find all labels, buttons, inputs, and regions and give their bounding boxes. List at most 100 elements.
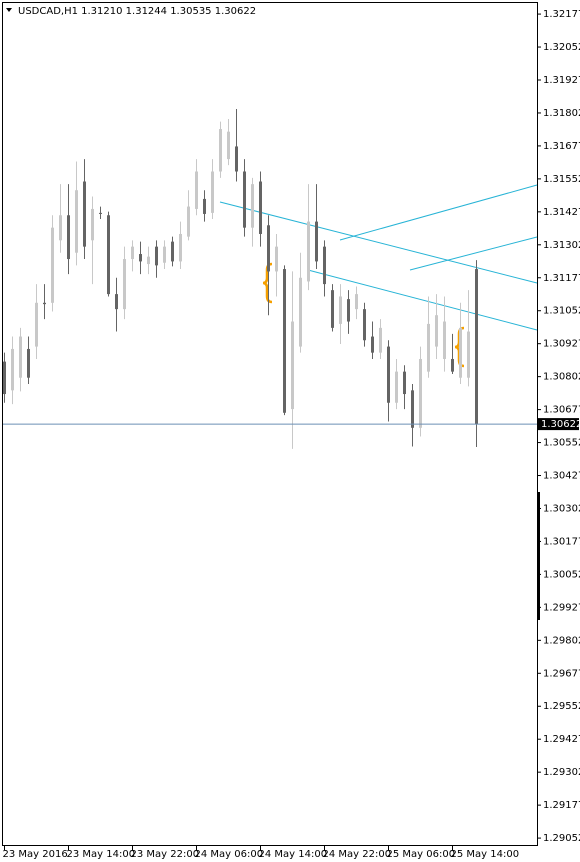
candle-body <box>107 215 110 295</box>
y-tick-label: 1.30677 <box>543 405 580 416</box>
candle-body <box>43 302 46 305</box>
candle-body <box>35 302 38 347</box>
y-tick-label: 1.29427 <box>543 734 580 745</box>
candle-body <box>379 327 382 353</box>
last-price-box <box>538 418 579 431</box>
x-tick-label: 25 May 06:00 <box>387 849 456 860</box>
y-tick-label: 1.32052 <box>543 42 580 53</box>
y-tick-label: 1.30427 <box>543 471 580 482</box>
candle-body <box>443 321 446 359</box>
candle-body <box>307 221 310 282</box>
candle-body <box>155 246 158 266</box>
candle-body <box>363 309 366 341</box>
candle-body <box>371 336 374 353</box>
y-tick-label: 1.29552 <box>543 701 580 712</box>
candle-body <box>187 206 190 237</box>
y-tick-label: 1.30552 <box>543 438 580 449</box>
candle-body <box>171 241 174 262</box>
candle-body <box>3 361 6 395</box>
candle-body <box>467 331 470 378</box>
candle-body <box>403 371 406 395</box>
candle-body <box>435 315 438 347</box>
y-tick-label: 1.29802 <box>543 635 580 646</box>
candle-body <box>451 358 454 372</box>
candle-body <box>331 290 334 328</box>
y-tick-label: 1.31802 <box>543 108 580 119</box>
y-tick-label: 1.31677 <box>543 141 580 152</box>
candle-body <box>427 323 430 372</box>
trend-line <box>339 184 538 241</box>
last-price-label: 1.30622 <box>541 419 580 430</box>
x-tick-label: 23 May 2016 <box>3 849 68 860</box>
trend-line <box>307 269 538 331</box>
candle-body <box>91 208 94 241</box>
candle-body <box>19 336 22 378</box>
y-tick-label: 1.29302 <box>543 767 580 778</box>
menu-triangle <box>6 8 12 12</box>
candle-body <box>251 184 254 228</box>
candle-body <box>227 131 230 160</box>
x-tick-label: 23 May 22:00 <box>131 849 200 860</box>
candle-body <box>115 294 118 310</box>
candle-body <box>243 171 246 228</box>
y-tick-label: 1.30052 <box>543 569 580 580</box>
candle-body <box>139 254 142 262</box>
candle-body <box>51 227 54 303</box>
y-tick-label: 1.30177 <box>543 536 580 547</box>
axis-marker <box>537 492 540 620</box>
trend-line <box>409 236 538 271</box>
y-tick-label: 1.29677 <box>543 668 580 679</box>
candle-body <box>75 190 78 253</box>
x-tick-label: 23 May 14:00 <box>67 849 136 860</box>
candle-body <box>267 225 270 272</box>
candle-body <box>11 348 14 391</box>
y-tick-label: 1.31177 <box>543 273 580 284</box>
y-tick-label: 1.31052 <box>543 306 580 317</box>
y-tick-label: 1.31427 <box>543 207 580 218</box>
candle-body <box>99 212 102 214</box>
trend-lines <box>219 184 538 331</box>
candle-body <box>179 233 182 262</box>
candle-body <box>315 221 318 262</box>
candle-body <box>299 277 302 347</box>
candle-body <box>59 215 62 241</box>
candle-body <box>163 246 166 263</box>
y-tick-label: 1.31927 <box>543 75 580 86</box>
candle-body <box>395 371 398 403</box>
candle-body <box>291 321 294 410</box>
trend-line <box>219 201 538 284</box>
candle-body <box>235 146 238 172</box>
x-tick-label: 24 May 06:00 <box>195 849 264 860</box>
candle-body <box>419 358 422 428</box>
candle-body <box>27 348 30 378</box>
y-tick-label: 1.29927 <box>543 602 580 613</box>
x-tick-label: 24 May 14:00 <box>259 849 328 860</box>
candle-body <box>131 246 134 260</box>
x-tick-label: 25 May 14:00 <box>451 849 520 860</box>
candle-body <box>275 246 278 272</box>
candle-body <box>323 246 326 285</box>
candle-body <box>411 390 414 428</box>
chart-title: USDCAD,H1 1.31210 1.31244 1.30535 1.3062… <box>18 6 256 17</box>
candle-body <box>219 129 222 172</box>
y-tick-label: 1.29177 <box>543 800 580 811</box>
candle-body <box>347 299 350 322</box>
candle-body <box>355 294 358 310</box>
candle-body <box>83 181 86 247</box>
candle-body <box>387 346 390 403</box>
y-tick-label: 1.32177 <box>543 9 580 20</box>
candle-body <box>339 296 342 324</box>
candle-body <box>259 181 262 234</box>
y-tick-label: 1.31552 <box>543 174 580 185</box>
y-tick-label: 1.31302 <box>543 240 580 251</box>
candle-body <box>147 256 150 265</box>
candle-body <box>67 215 70 260</box>
candle-body <box>283 269 286 413</box>
candle-body <box>459 327 462 378</box>
candle-body <box>195 171 198 209</box>
x-tick-label: 24 May 22:00 <box>323 849 392 860</box>
y-tick-label: 1.30302 <box>543 503 580 514</box>
y-tick-label: 1.30802 <box>543 372 580 383</box>
